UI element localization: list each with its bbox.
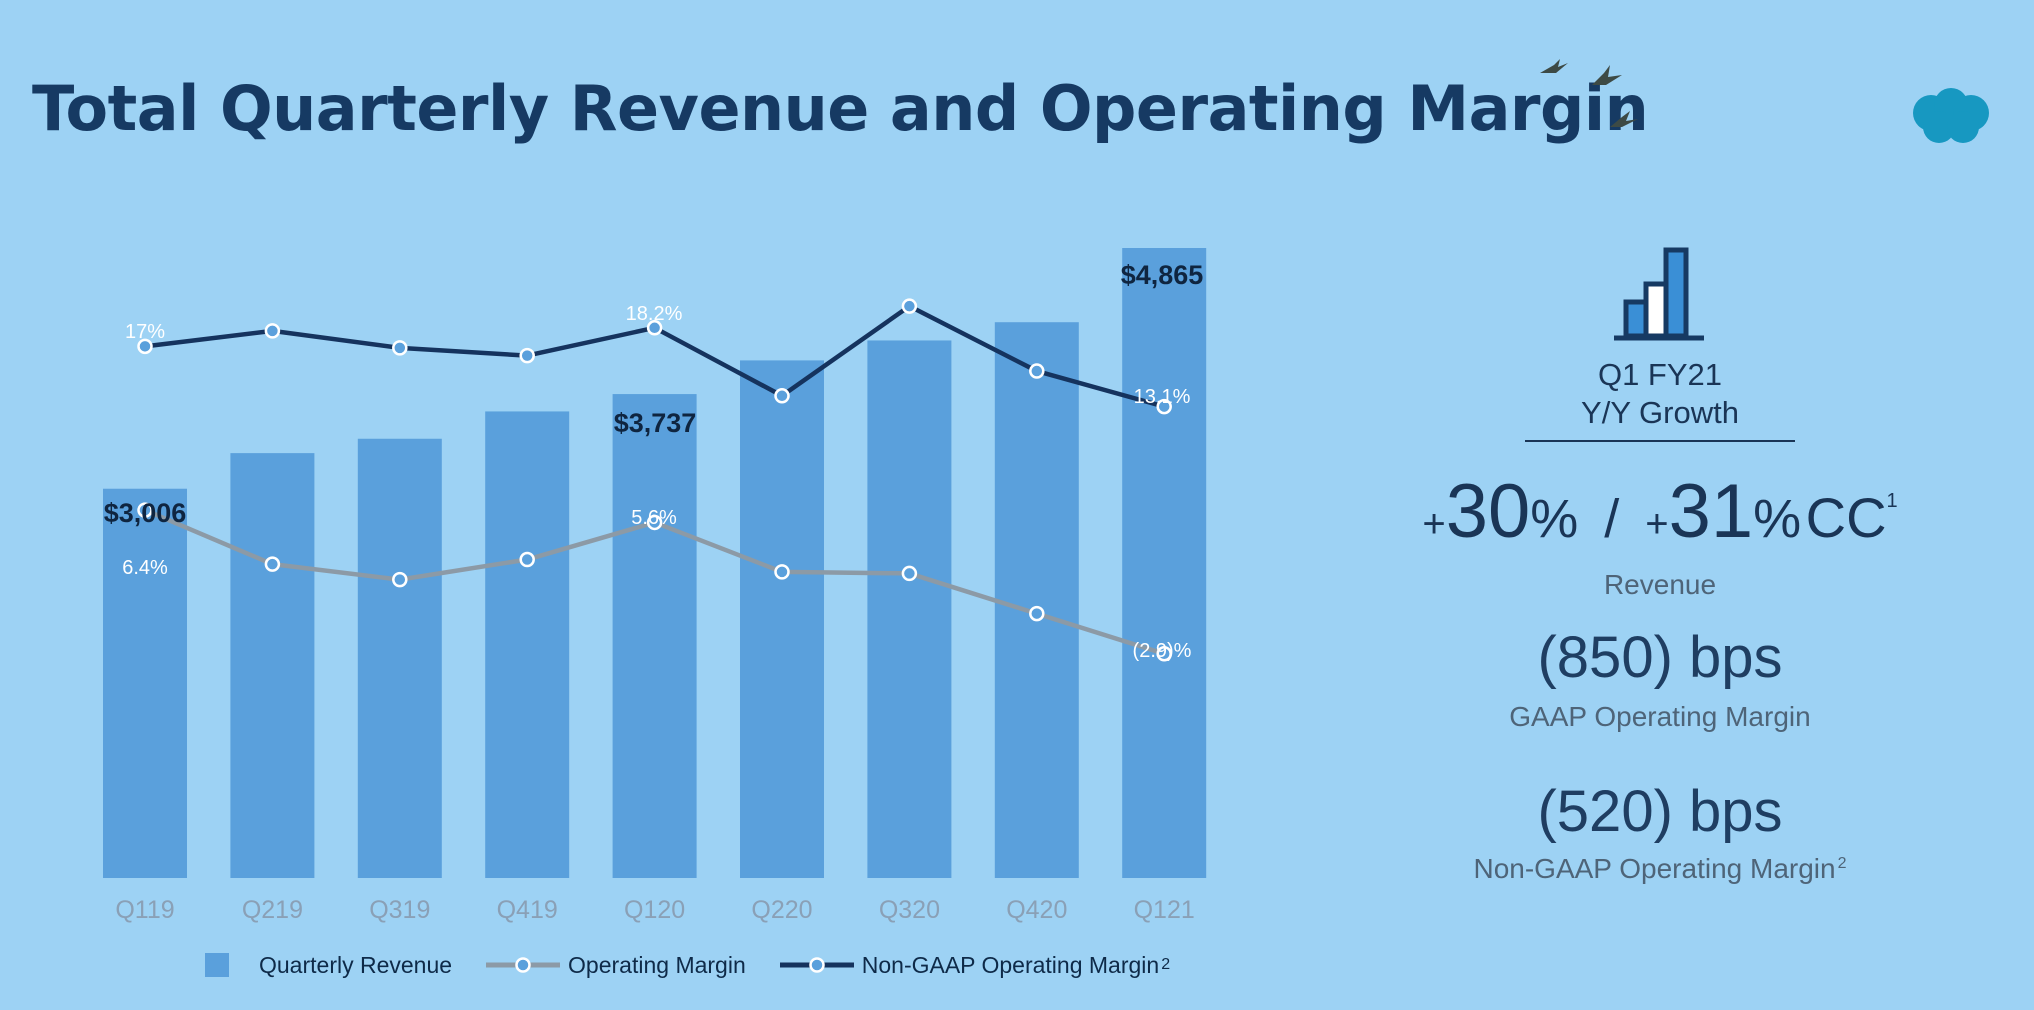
non-gaap-margin-point — [1029, 363, 1045, 379]
period-divider — [1525, 440, 1795, 442]
growth-separator: / — [1604, 489, 1620, 549]
non-gaap-margin-point — [392, 340, 408, 356]
gaap-margin-caption: GAAP Operating Margin — [1509, 701, 1811, 732]
x-tick-label: Q121 — [1134, 896, 1195, 924]
legend-line-non-gaap — [779, 957, 854, 973]
non-gaap-margin-point — [646, 320, 663, 336]
revenue-growth-figure: +30% / +31% CC1 — [1380, 468, 1940, 555]
chart-legend: Quarterly Revenue Operating Margin Non-G… — [205, 950, 1204, 980]
x-tick-label: Q419 — [497, 896, 558, 924]
growth-cc-footnote: 1 — [1886, 490, 1898, 512]
operating-margin-point — [774, 564, 790, 580]
revenue-bar — [867, 340, 952, 878]
legend-swatch-bar — [205, 953, 229, 977]
gaap-margin-change: (850) bps — [1537, 625, 1783, 690]
operating-margin-point — [519, 551, 535, 568]
non-gaap-caption-footnote: 2 — [1837, 854, 1847, 872]
revenue-data-label: $3,006 — [104, 498, 187, 528]
revenue-bar — [485, 411, 570, 878]
revenue-caption: Revenue — [1603, 569, 1717, 600]
growth-cc-sign: + — [1645, 502, 1669, 546]
legend-item-operating-margin: Operating Margin — [486, 952, 746, 979]
legend-item-non-gaap: Non-GAAP Operating Margin 2 — [779, 951, 1171, 979]
legend-item-revenue: Quarterly Revenue — [205, 952, 452, 979]
non-gaap-margin-caption: Non-GAAP Operating Margin 2 — [1380, 853, 1940, 885]
salesforce-logo — [1913, 88, 1989, 143]
revenue-bar — [994, 322, 1079, 879]
revenue-margin-chart: Q119 Q219 Q319 Q419 Q120 Q220 Q320 Q420 Q121 $3,0… — [103, 248, 1207, 924]
non-gaap-margin-point — [901, 298, 918, 314]
legend-label-revenue: Quarterly Revenue — [259, 951, 453, 978]
bar-chart-growth-icon — [1614, 247, 1704, 341]
legend-label-operating-margin: Operating Margin — [568, 951, 746, 978]
operating-margin-data-label: 5.6% — [631, 507, 677, 529]
revenue-bar — [357, 438, 442, 878]
x-tick-label: Q119 — [115, 896, 174, 924]
period-sublabel: Y/Y Growth — [1581, 395, 1739, 430]
legend-line-operating-margin — [486, 957, 561, 973]
revenue-bar — [612, 394, 697, 878]
x-tick-label: Q320 — [879, 896, 940, 924]
non-gaap-margin-change: (520) bps — [1537, 779, 1783, 844]
non-gaap-margin-point — [1156, 398, 1172, 415]
non-gaap-margin-point — [264, 323, 281, 339]
non-gaap-margin-data-label: 18.2% — [626, 303, 683, 325]
x-tick-label: Q220 — [751, 896, 812, 924]
bird-icon — [1540, 59, 1568, 73]
non-gaap-margin-data-label: 13.1% — [1134, 386, 1191, 408]
operating-margin-point — [901, 565, 918, 582]
x-tick-label: Q120 — [624, 896, 685, 924]
slide-title: Total Quarterly Revenue and Operating Ma… — [32, 72, 1649, 145]
period-label: Q1 FY21 — [1597, 357, 1723, 392]
operating-margin-point — [137, 502, 153, 518]
operating-margin-point — [1156, 646, 1172, 662]
legend-label-non-gaap: Non-GAAP Operating Margin — [861, 951, 1160, 978]
revenue-data-label: $4,865 — [1121, 260, 1204, 290]
operating-margin-point — [264, 556, 281, 572]
revenue-bar — [1122, 248, 1207, 878]
bird-icon — [1592, 65, 1622, 85]
non-gaap-margin-point — [519, 347, 535, 364]
revenue-bar — [103, 488, 187, 878]
growth-cc-percent-sign: % — [1753, 489, 1802, 549]
operating-margin-data-label: 6.4% — [122, 557, 168, 579]
growth-cc-label: CC — [1805, 486, 1887, 549]
non-gaap-margin-data-label: 17% — [125, 321, 165, 343]
revenue-bar — [230, 453, 315, 878]
x-tick-label: Q219 — [242, 896, 303, 924]
non-gaap-margin-point — [774, 388, 790, 404]
growth-summary-panel: Q1 FY21 Y/Y Growth +30% / +31% CC1 Revenue… — [1380, 240, 1940, 885]
bird-icon — [1610, 111, 1638, 127]
non-gaap-margin-point — [137, 338, 153, 355]
operating-margin-data-label: (2.9)% — [1133, 640, 1192, 662]
x-tick-label: Q420 — [1006, 896, 1067, 924]
non-gaap-margin-caption-text: Non-GAAP Operating Margin — [1473, 853, 1836, 884]
revenue-data-label: $3,737 — [614, 408, 697, 438]
operating-margin-point — [392, 571, 408, 588]
growth-cc-value: 31 — [1668, 469, 1754, 554]
operating-margin-point — [646, 514, 663, 531]
growth-sign: + — [1422, 502, 1446, 546]
revenue-bar — [740, 360, 824, 879]
growth-value: 30 — [1445, 469, 1531, 554]
x-tick-label: Q319 — [369, 896, 430, 924]
legend-footnote-marker: 2 — [1161, 956, 1171, 973]
operating-margin-point — [1029, 605, 1045, 622]
growth-percent-sign: % — [1530, 489, 1579, 549]
birds-illustration — [1540, 59, 1638, 127]
